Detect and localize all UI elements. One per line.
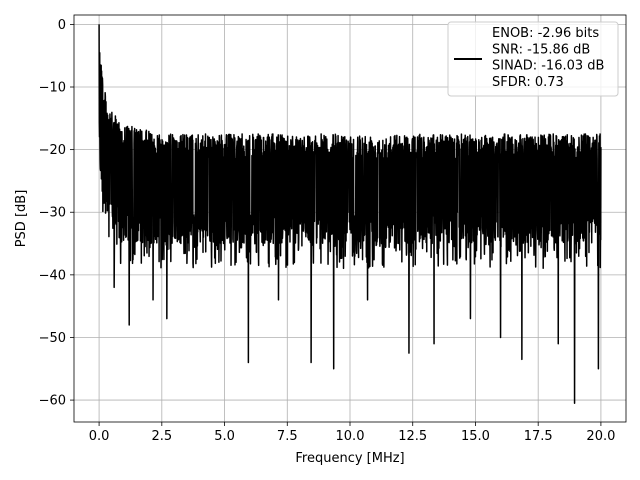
- x-tick-label: 2.5: [151, 429, 172, 444]
- y-tick-label: −40: [39, 268, 66, 283]
- x-tick-label: 12.5: [398, 429, 427, 444]
- x-tick-label: 17.5: [524, 429, 553, 444]
- legend-entry-line: ENOB: -2.96 bits: [492, 26, 599, 41]
- y-tick-label: −60: [39, 394, 66, 409]
- legend-entry-line: SINAD: -16.03 dB: [492, 59, 604, 74]
- x-tick-label: 15.0: [461, 429, 490, 444]
- x-tick-label: 10.0: [336, 429, 365, 444]
- x-axis: 0.0 2.5 5.0 7.5 10.0 12.5 15.0 17.5 20.0: [89, 422, 615, 444]
- series-layer: [98, 24, 602, 404]
- legend-box: [447, 21, 619, 97]
- y-tick-label: −10: [39, 81, 66, 96]
- x-tick-label: 20.0: [586, 429, 615, 444]
- y-tick-label: −30: [39, 206, 66, 221]
- legend-entry-line: SNR: -15.86 dB: [492, 42, 590, 57]
- y-axis: 0 −10 −20 −30 −40 −50 −60: [39, 18, 74, 409]
- x-tick-label: 5.0: [214, 429, 235, 444]
- legend-entry-line: SFDR: 0.73: [492, 75, 564, 90]
- x-tick-label: 7.5: [277, 429, 298, 444]
- x-tick-label: 0.0: [89, 429, 110, 444]
- y-tick-label: 0: [58, 18, 66, 33]
- y-tick-label: −20: [39, 143, 66, 158]
- x-axis-label: Frequency [MHz]: [295, 451, 404, 466]
- y-axis-label: PSD [dB]: [14, 190, 29, 248]
- y-tick-label: −50: [39, 331, 66, 346]
- psd-series-line: [98, 24, 602, 404]
